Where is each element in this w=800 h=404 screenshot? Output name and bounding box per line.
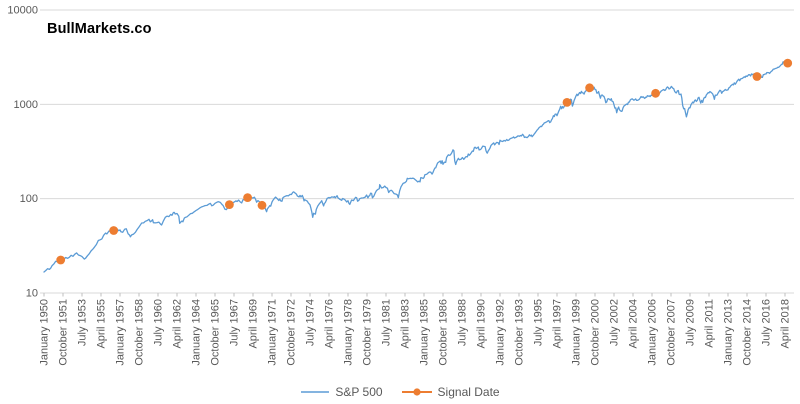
signal-date-marker (783, 58, 793, 68)
legend: S&P 500 Signal Date (0, 385, 800, 399)
legend-item-sp500: S&P 500 (300, 385, 383, 399)
x-axis-tick-label: October 1951 (57, 299, 69, 366)
y-axis-tick-label: 10 (26, 288, 38, 300)
signal-date-marker (257, 200, 267, 210)
x-axis-tick-label: January 1950 (39, 299, 51, 366)
signal-date-marker (585, 83, 594, 93)
x-axis-tick-label: July 1967 (228, 299, 240, 346)
legend-label-signal-date: Signal Date (437, 385, 500, 399)
x-axis-tick-label: January 1964 (190, 299, 202, 366)
signal-date-marker (752, 72, 762, 81)
x-axis-tick-label: April 1976 (323, 299, 335, 349)
x-axis-tick-label: January 2013 (722, 299, 734, 366)
x-axis-tick-label: July 2009 (684, 299, 696, 346)
x-axis-tick-label: January 1971 (266, 299, 278, 366)
x-axis-tick-label: October 2014 (741, 299, 753, 366)
x-axis-tick-label: April 1969 (247, 299, 259, 349)
signal-date-marker (56, 255, 66, 265)
x-axis-tick-label: April 1997 (551, 299, 563, 349)
x-axis-tick-label: October 1958 (133, 299, 145, 366)
legend-label-sp500: S&P 500 (335, 385, 383, 399)
signal-date-marker (243, 193, 253, 203)
y-axis-tick-label: 1000 (14, 99, 38, 111)
x-axis-tick-label: April 2011 (703, 299, 715, 348)
x-axis-tick-label: April 1990 (475, 299, 487, 349)
x-axis-tick-label: October 1965 (209, 299, 221, 366)
x-axis-tick-label: January 1978 (342, 299, 354, 366)
x-axis-tick-label: January 2006 (646, 299, 658, 366)
signal-date-marker-key-icon (401, 388, 432, 396)
x-axis-tick-label: July 1995 (532, 299, 544, 346)
x-axis-tick-label: October 2007 (665, 299, 677, 366)
x-axis-tick-label: July 1960 (152, 299, 164, 346)
x-axis-tick-label: July 1953 (76, 299, 88, 346)
x-axis-tick-label: April 1962 (171, 299, 183, 349)
sp500-line (43, 61, 789, 273)
x-axis-tick-label: July 1981 (380, 299, 392, 346)
x-axis-tick-label: January 1957 (114, 299, 126, 366)
x-axis-tick-label: July 2016 (760, 299, 772, 346)
signal-date-marker (651, 88, 660, 98)
x-axis-tick-label: July 2002 (608, 299, 620, 346)
x-axis-tick-label: July 1988 (456, 299, 468, 346)
legend-item-signal-date: Signal Date (401, 385, 500, 399)
x-axis-tick-label: October 1993 (513, 299, 525, 366)
signal-date-marker (109, 226, 119, 235)
y-axis-tick-label: 100 (20, 193, 38, 205)
x-axis-tick-label: April 1983 (399, 299, 411, 349)
watermark-title: BullMarkets.co (47, 21, 152, 37)
x-axis-tick-label: January 1992 (494, 299, 506, 366)
x-axis-tick-label: October 1986 (437, 299, 449, 366)
signal-date-marker (225, 200, 234, 210)
x-axis-tick-label: October 1979 (361, 299, 373, 366)
signal-date-marker (562, 98, 572, 107)
x-axis-tick-label: April 2004 (627, 299, 639, 349)
x-axis-tick-label: July 1974 (304, 299, 316, 346)
y-axis-tick-label: 10000 (7, 5, 38, 17)
x-axis-tick-label: April 2018 (779, 299, 791, 349)
x-axis-tick-label: October 2000 (589, 299, 601, 366)
x-axis-tick-label: October 1972 (285, 299, 297, 366)
x-axis-tick-label: January 1985 (418, 299, 430, 366)
sp500-line-key-icon (301, 391, 330, 393)
x-axis-tick-label: April 1955 (95, 299, 107, 349)
x-axis-tick-label: January 1999 (570, 299, 582, 366)
